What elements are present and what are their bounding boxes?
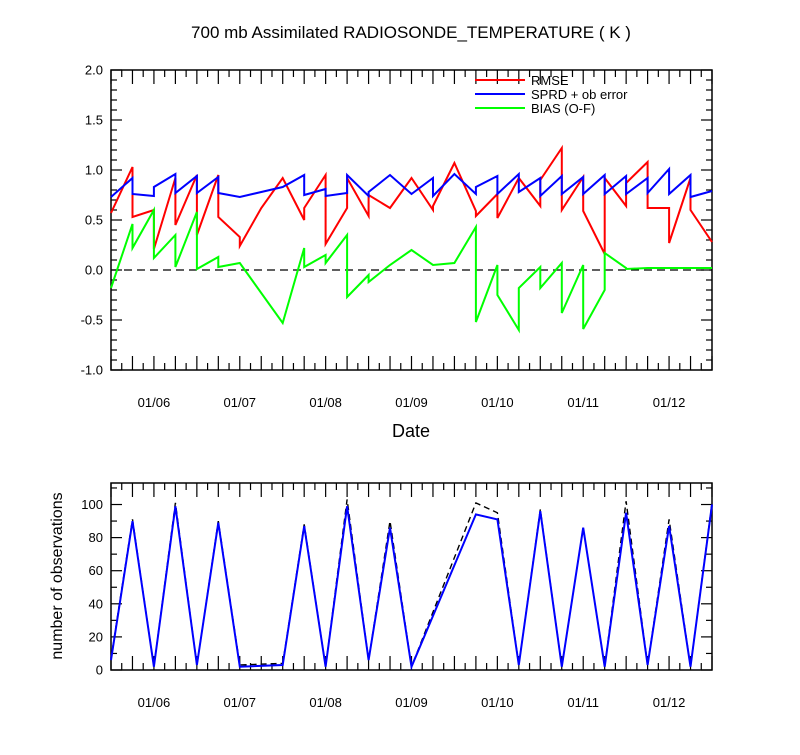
chart-title: 700 mb Assimilated RADIOSONDE_TEMPERATUR… [191, 23, 631, 42]
x-axis-title: Date [392, 421, 430, 441]
top-y-axis: -1.0 -0.5 0.0 0.5 1.0 1.5 2.0 [81, 63, 712, 378]
legend-label: BIAS (O-F) [531, 101, 595, 116]
x-tick-label: 01/11 [567, 695, 599, 710]
top-series-group [110, 144, 713, 334]
y-tick-label: 0 [96, 663, 103, 678]
x-tick-label: 01/11 [567, 395, 599, 410]
series-line-sprd-ob-error [110, 166, 713, 199]
series-line-rmse [110, 144, 713, 255]
series-line-used [110, 504, 713, 671]
y-tick-label: -0.5 [81, 313, 103, 328]
y-tick-label: 100 [81, 497, 103, 512]
x-tick-label: 01/09 [395, 395, 428, 410]
y-tick-label: 20 [89, 629, 103, 644]
x-tick-label: 01/07 [224, 395, 257, 410]
x-tick-label: 01/10 [481, 695, 514, 710]
top-plot-frame [110, 69, 713, 371]
x-tick-label: 01/07 [224, 695, 257, 710]
bottom-x-axis: 01/06 01/07 01/08 01/09 01/10 01/11 01/12 [110, 483, 713, 710]
x-tick-label: 01/06 [138, 695, 171, 710]
bottom-series-group [110, 499, 713, 671]
legend-label: RMSE [531, 73, 569, 88]
x-tick-label: 01/06 [138, 395, 171, 410]
x-tick-label: 01/12 [653, 695, 686, 710]
y-tick-label: 80 [89, 530, 103, 545]
top-panel: 700 mb Assimilated RADIOSONDE_TEMPERATUR… [81, 23, 713, 441]
y-tick-label: 1.0 [85, 163, 103, 178]
y-tick-label: 1.5 [85, 113, 103, 128]
x-tick-label: 01/12 [653, 395, 686, 410]
x-tick-label: 01/08 [309, 395, 342, 410]
legend-label: SPRD + ob error [531, 87, 628, 102]
x-tick-label: 01/10 [481, 395, 514, 410]
y-tick-label: 0.5 [85, 213, 103, 228]
y-tick-label: 2.0 [85, 63, 103, 78]
x-tick-label: 01/09 [395, 695, 428, 710]
y-tick-label: 0.0 [85, 263, 103, 278]
y-tick-label: 40 [89, 596, 103, 611]
y-tick-label: -1.0 [81, 363, 103, 378]
y-tick-label: 60 [89, 563, 103, 578]
series-line-bias-o-f [110, 206, 712, 334]
y-axis-title: number of observations [49, 492, 66, 659]
x-tick-label: 01/08 [309, 695, 342, 710]
top-x-axis: 01/06 01/07 01/08 01/09 01/10 01/11 01/12 [110, 70, 713, 410]
bottom-y-axis: 0 20 40 60 80 100 [81, 487, 712, 678]
